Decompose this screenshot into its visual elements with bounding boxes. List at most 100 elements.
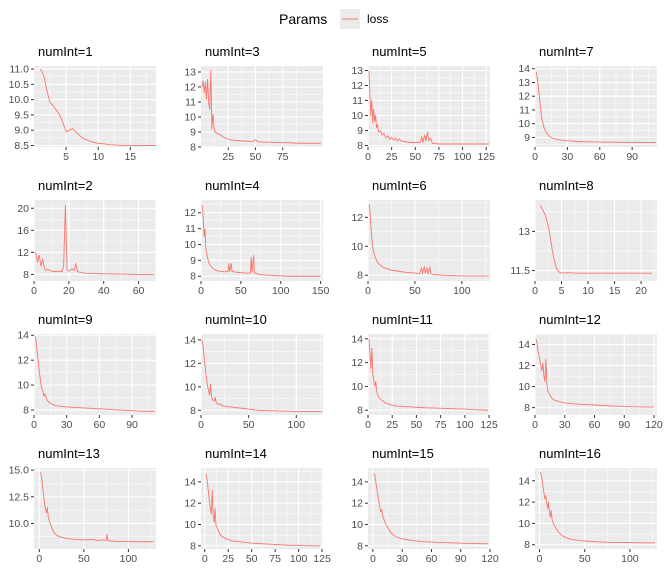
legend-label-loss: loss <box>367 12 388 26</box>
y-tick-label: 10.0 <box>9 94 30 106</box>
x-tick-label: 5 <box>559 285 565 297</box>
panel-background <box>34 334 156 415</box>
y-tick-label: 12 <box>184 207 196 219</box>
x-tick-label: 20 <box>635 285 647 297</box>
y-tick-label: 10.5 <box>9 79 30 91</box>
panel-background <box>368 468 490 549</box>
facet-title: numInt=6 <box>372 178 427 193</box>
x-tick-label: 75 <box>277 151 289 163</box>
x-tick-label: 90 <box>455 553 467 565</box>
x-tick-label: 125 <box>480 419 498 431</box>
panel-background <box>535 66 657 147</box>
x-tick-label: 120 <box>645 419 663 431</box>
legend: Params loss <box>279 9 388 29</box>
loss-line <box>35 205 155 275</box>
x-tick-label: 100 <box>621 553 639 565</box>
y-tick-label: 9 <box>524 132 530 144</box>
loss-line <box>535 339 655 408</box>
x-tick-label: 60 <box>594 151 606 163</box>
x-tick-label: 125 <box>313 553 331 565</box>
x-tick-label: 10 <box>92 151 104 163</box>
x-tick-label: 0 <box>31 419 37 431</box>
y-tick-label: 10 <box>184 381 196 393</box>
x-tick-label: 15 <box>124 151 136 163</box>
x-tick-label: 100 <box>120 553 138 565</box>
y-tick-label: 10 <box>184 239 196 251</box>
facet-title: numInt=12 <box>539 312 601 327</box>
y-tick-label: 10 <box>351 241 363 253</box>
y-tick-label: 20 <box>17 203 29 215</box>
x-tick-label: 30 <box>396 553 408 565</box>
y-tick-label: 8 <box>357 270 363 282</box>
panel-background <box>535 468 657 549</box>
y-tick-label: 13 <box>351 65 363 77</box>
loss-line <box>535 71 656 143</box>
y-tick-label: 16 <box>17 225 29 237</box>
y-tick-label: 14 <box>351 476 363 488</box>
panel-background <box>368 200 490 281</box>
y-tick-label: 14 <box>351 333 363 345</box>
x-tick-label: 125 <box>477 151 495 163</box>
x-tick-label: 0 <box>532 419 538 431</box>
y-tick-label: 9.5 <box>14 109 29 121</box>
facet-panel: numInt=5 0 25 50 75 100 125 8 9 10 11 12 13 <box>351 44 495 163</box>
y-tick-label: 8 <box>190 540 196 552</box>
x-tick-label: 50 <box>78 553 90 565</box>
x-tick-label: 15 <box>609 285 621 297</box>
facet-panel: numInt=8 0 5 10 15 20 11.5 13 <box>510 178 657 297</box>
y-tick-label: 8 <box>357 405 363 417</box>
y-tick-label: 14 <box>17 330 29 342</box>
y-tick-label: 11 <box>185 97 196 109</box>
x-tick-label: 25 <box>386 419 398 431</box>
facet-title: numInt=1 <box>38 44 93 59</box>
panel-background <box>34 200 156 281</box>
x-tick-label: 0 <box>365 419 371 431</box>
x-tick-label: 75 <box>435 419 447 431</box>
y-tick-label: 8 <box>357 140 363 152</box>
y-tick-label: 9.0 <box>14 125 29 137</box>
panel-background <box>368 66 490 147</box>
y-tick-label: 10 <box>518 518 530 530</box>
facet-panel: numInt=16 0 50 100 8 10 12 14 <box>518 446 657 565</box>
x-tick-label: 0 <box>365 285 371 297</box>
x-tick-label: 60 <box>133 285 145 297</box>
y-tick-label: 13 <box>518 77 530 89</box>
loss-line <box>39 472 154 543</box>
y-tick-label: 12 <box>184 82 196 94</box>
loss-line <box>368 204 490 277</box>
facet-title: numInt=11 <box>372 312 433 327</box>
y-tick-label: 14 <box>184 334 196 346</box>
x-tick-label: 0 <box>370 553 376 565</box>
facet-panel: numInt=4 0 50 100 150 8 9 10 11 12 <box>184 178 329 297</box>
facet-panel: numInt=14 0 25 50 75 100 125 8 10 12 14 <box>184 446 331 565</box>
loss-line <box>201 70 321 144</box>
y-tick-label: 12.5 <box>9 491 30 503</box>
x-tick-label: 30 <box>562 151 574 163</box>
x-tick-label: 100 <box>272 285 290 297</box>
y-tick-label: 10 <box>518 118 530 130</box>
loss-line <box>205 473 321 547</box>
y-tick-label: 12 <box>351 498 363 510</box>
facet-panel: numInt=3 25 50 75 8 9 10 11 12 13 <box>184 44 323 163</box>
x-tick-label: 75 <box>269 553 281 565</box>
facet-title: numInt=15 <box>372 446 434 461</box>
x-tick-label: 60 <box>589 419 601 431</box>
loss-line <box>539 205 652 274</box>
y-tick-label: 12 <box>184 358 196 370</box>
y-tick-label: 10 <box>17 380 29 392</box>
x-tick-label: 50 <box>409 285 421 297</box>
y-tick-label: 10 <box>351 110 363 122</box>
x-tick-label: 0 <box>198 285 204 297</box>
panel-background <box>535 334 657 415</box>
x-tick-label: 90 <box>626 151 638 163</box>
y-tick-label: 10 <box>351 381 363 393</box>
x-tick-label: 0 <box>532 151 538 163</box>
y-tick-label: 12 <box>518 360 530 372</box>
x-tick-label: 50 <box>243 419 255 431</box>
y-tick-label: 8 <box>190 405 196 417</box>
x-tick-label: 60 <box>94 419 106 431</box>
y-tick-label: 10 <box>184 112 196 124</box>
y-tick-label: 10 <box>518 381 530 393</box>
loss-line <box>40 68 156 146</box>
